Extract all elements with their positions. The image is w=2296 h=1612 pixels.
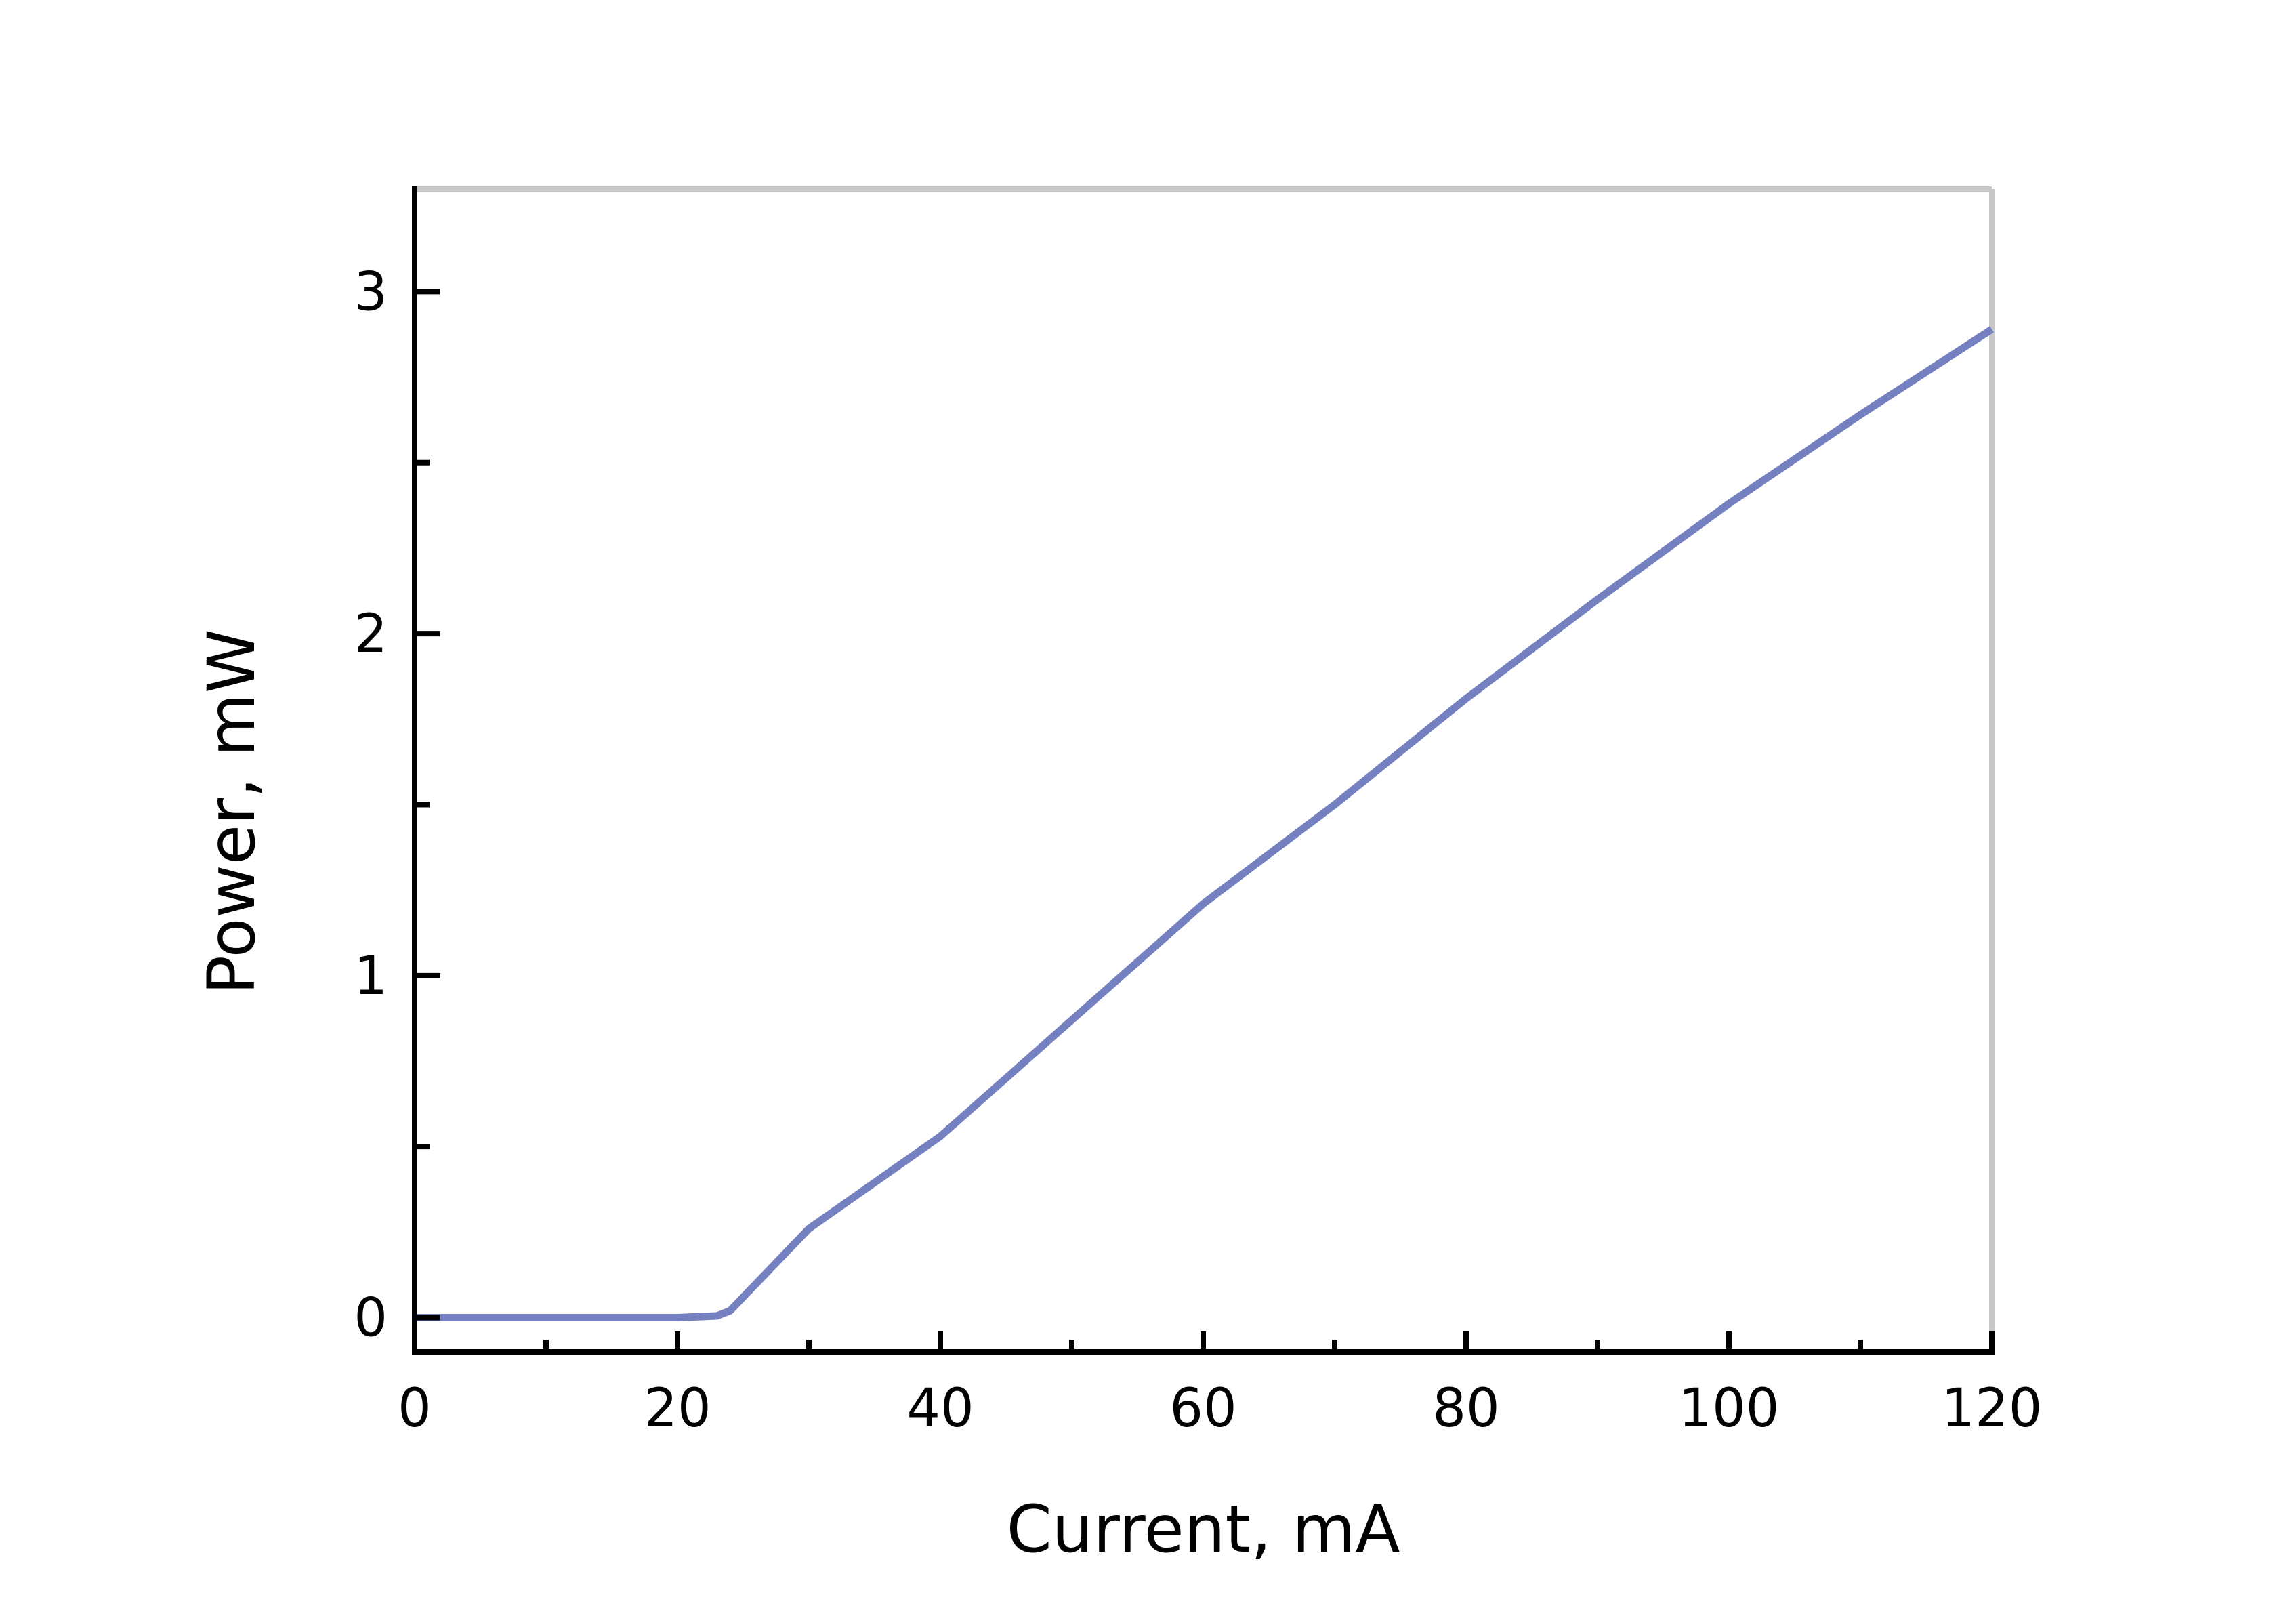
data-line (415, 326, 1994, 1321)
y-tick-label: 0 (354, 1288, 388, 1349)
x-tick-label: 60 (1169, 1378, 1236, 1439)
x-tick-label: 120 (1942, 1378, 2043, 1439)
x-tick-label: 100 (1679, 1378, 1780, 1439)
x-axis-title: Current, mA (1007, 1491, 1400, 1567)
y-tick-label: 1 (354, 946, 388, 1007)
x-tick-label: 80 (1432, 1378, 1499, 1439)
y-axis-title: Power, mW (194, 629, 270, 995)
y-tick-label: 2 (354, 604, 388, 665)
x-tick-label: 40 (906, 1378, 974, 1439)
x-tick-label: 0 (398, 1378, 432, 1439)
y-tick-label: 3 (354, 262, 388, 323)
x-tick-label: 20 (644, 1378, 711, 1439)
